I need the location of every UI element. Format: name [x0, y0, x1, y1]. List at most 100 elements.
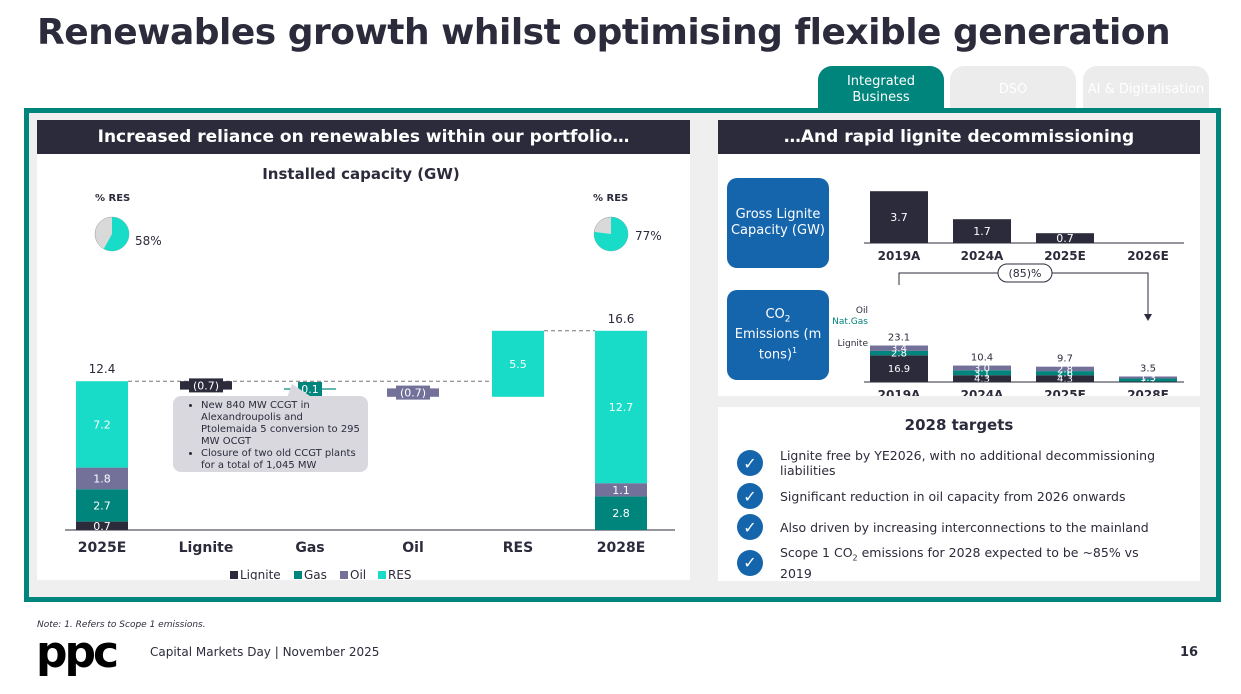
target-item: ✓ Lignite free by YE2026, with no additi… — [737, 448, 1170, 478]
callout-item: Closure of two old CCGT plants for a tot… — [201, 448, 362, 472]
pie-left — [94, 216, 130, 252]
callout-pointer-shape — [287, 384, 313, 398]
target-item: ✓ Significant reduction in oil capacity … — [737, 483, 1170, 509]
left-panel-header: Increased reliance on renewables within … — [37, 120, 690, 154]
legend-lignite: Lignite — [240, 568, 281, 580]
pie-right-value: 77% — [635, 229, 662, 243]
legend-res: RES — [388, 568, 412, 580]
pie-right-res-slice — [594, 217, 628, 251]
co2-label-lignite-2024a: 4.3 — [974, 374, 990, 385]
co2-label-oil-2025e: 2.8 — [1057, 364, 1073, 375]
co2-label-natgas-2024a: 3.1 — [974, 368, 990, 379]
co2-bar-lignite-2019a — [870, 355, 928, 382]
tab-integrated-business[interactable]: Integrated Business — [818, 66, 944, 112]
lignite-co2-charts: 3.7 1.7 0.7 2019A 2024A 2025E 2026E (85)… — [832, 191, 1184, 396]
x-tick-res: RES — [503, 540, 533, 556]
co2-emissions-box: CO2 Emissions (m tons)1 — [727, 290, 829, 380]
co2-box-line2: Emissions (m tons)1 — [734, 327, 822, 363]
bar-2025e-oil — [76, 467, 128, 490]
lignite-tick-2019a: 2019A — [878, 249, 921, 263]
footnote: Note: 1. Refers to Scope 1 emissions. — [37, 620, 206, 630]
row-label-lignite: Lignite — [838, 339, 869, 349]
co2-total-2028e: 3.5 — [1140, 363, 1156, 374]
co2-bar-natgas-2025e — [1036, 371, 1094, 376]
row-label-gas: Nat.Gas — [832, 317, 868, 327]
pie-left-label: % RES — [95, 193, 130, 204]
label-2025e-total: 12.4 — [89, 362, 116, 376]
co2-bar-lignite-2024a — [953, 375, 1011, 382]
pie-left-value: 58% — [135, 234, 162, 248]
legend-oil: Oil — [350, 568, 366, 580]
label-2028e-gas: 2.8 — [612, 507, 630, 520]
co2-bar-oil-2025e — [1036, 366, 1094, 372]
label-box-oil — [396, 385, 430, 400]
co2-bar-natgas-2019a — [870, 350, 928, 356]
installed-capacity-chart: Installed capacity (GW) % RES 58% % RES … — [65, 165, 675, 580]
label-change-lignite: (0.7) — [193, 379, 219, 392]
co2-box-line1: CO2 — [765, 306, 791, 325]
legend-gas: Gas — [304, 568, 327, 580]
pie-right — [593, 216, 629, 252]
target-item: ✓ Also driven by increasing interconnect… — [737, 514, 1170, 540]
co2-tick-2019a: 2019A — [878, 388, 921, 396]
row-label-oil: Oil — [856, 306, 868, 316]
lignite-capacity-box: Gross Lignite Capacity (GW) — [727, 178, 829, 268]
right-panel-header: …And rapid lignite decommissioning — [718, 120, 1200, 154]
check-icon: ✓ — [737, 450, 763, 476]
co2-label-oil-2028e: 1.3 — [1140, 373, 1156, 384]
co2-label-oil-2019a: 3.4 — [891, 344, 907, 355]
chart-legend: Lignite Gas Oil RES — [230, 568, 412, 580]
label-2025e-oil: 1.8 — [93, 472, 111, 485]
lignite-label-2024a: 1.7 — [973, 225, 991, 238]
bar-2025e-lignite — [76, 521, 128, 530]
right-panel: …And rapid lignite decommissioning Gross… — [718, 120, 1200, 396]
label-change-gas: 0.1 — [301, 383, 319, 396]
bar-2028e-gas — [595, 496, 647, 530]
legend-swatch-gas — [294, 571, 302, 579]
chart-title: Installed capacity (GW) — [262, 165, 460, 183]
check-icon: ✓ — [737, 483, 763, 509]
co2-label-natgas-2019a: 2.8 — [891, 349, 907, 360]
x-tick-2028e: 2028E — [597, 540, 646, 556]
check-icon: ✓ — [737, 514, 763, 540]
target-text: Scope 1 CO2 emissions for 2028 expected … — [780, 545, 1139, 581]
target-item: ✓ Scope 1 CO2 emissions for 2028 expecte… — [737, 545, 1170, 581]
tab-dso[interactable]: DSO — [950, 66, 1076, 112]
callout-box: New 840 MW CCGT in Alexandroupolis and P… — [173, 396, 368, 472]
legend-swatch-lignite — [230, 571, 238, 579]
lignite-tick-2026e: 2026E — [1127, 249, 1169, 263]
target-text: Lignite free by YE2026, with no addition… — [780, 448, 1156, 478]
co2-label-natgas-2025e: 2.6 — [1057, 369, 1073, 380]
label-2028e-total: 16.6 — [608, 312, 635, 326]
label-2028e-res: 12.7 — [609, 401, 634, 414]
co2-total-2024a: 10.4 — [971, 353, 993, 364]
bar-2028e-res — [595, 330, 647, 484]
ppc-logo: ppc — [36, 627, 119, 678]
bar-2028e-oil — [595, 483, 647, 497]
target-text: Significant reduction in oil capacity fr… — [780, 488, 1126, 504]
label-2025e-lignite: 0.7 — [93, 520, 111, 533]
lignite-bar-2019a — [870, 191, 928, 243]
x-tick-2025e: 2025E — [78, 540, 127, 556]
label-change-oil: (0.7) — [400, 387, 426, 400]
bar-2025e-gas — [76, 489, 128, 522]
decline-badge — [997, 263, 1053, 283]
co2-tick-2028e: 2028E — [1127, 388, 1169, 396]
callout-item: New 840 MW CCGT in Alexandroupolis and P… — [201, 400, 362, 448]
co2-tick-2025e: 2025E — [1044, 388, 1086, 396]
label-2025e-res: 7.2 — [93, 418, 111, 431]
page-title: Renewables growth whilst optimising flex… — [37, 12, 1171, 53]
x-tick-lignite: Lignite — [179, 540, 234, 556]
co2-total-2025e: 9.7 — [1057, 354, 1073, 365]
decline-arrowhead — [1144, 314, 1152, 321]
co2-bar-oil-2024a — [953, 365, 1011, 371]
co2-bar-lignite-2025e — [1036, 375, 1094, 382]
lignite-tick-2024a: 2024A — [961, 249, 1004, 263]
co2-label-lignite-2025e: 4.3 — [1057, 374, 1073, 385]
bar-change-res — [492, 330, 544, 397]
lignite-bar-2024a — [953, 219, 1011, 243]
co2-bar-natgas-2028e — [1119, 378, 1177, 382]
co2-total-2019a: 23.1 — [888, 333, 910, 344]
co2-bar-natgas-2024a — [953, 370, 1011, 376]
tab-ai-digitalisation[interactable]: AI & Digitalisation — [1083, 66, 1209, 112]
